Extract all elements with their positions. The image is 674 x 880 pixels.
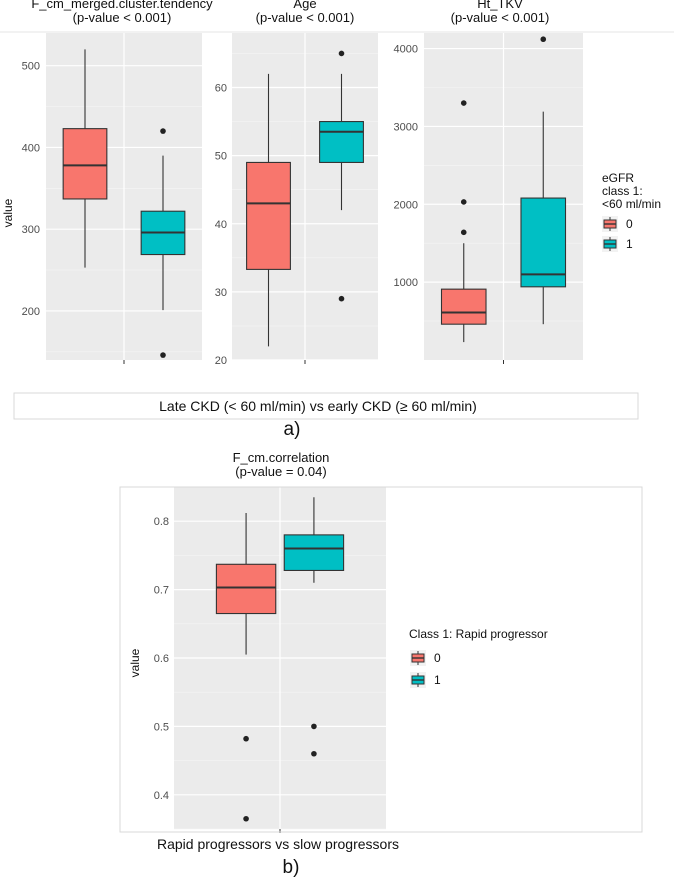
figure-a-caption: a): [284, 419, 301, 440]
legend-rapid-label-0: 0: [434, 651, 441, 665]
age-outlier-1: [338, 50, 345, 57]
ht-tkv-outlier-0: [460, 100, 467, 106]
figure-b-xaxis-caption: Rapid progressors vs slow progressors: [157, 836, 399, 852]
ht-tkv-box-1: [520, 197, 567, 288]
cluster-tendency-subtitle: (p-value < 0.001): [73, 10, 172, 25]
age-box-group-1: [319, 50, 364, 302]
ht-tkv-box-group-0: [440, 100, 487, 343]
correlation-ytick-label: 0.4: [154, 790, 169, 802]
cluster-tendency-ytick-label: 200: [22, 306, 40, 318]
cluster-tendency-ytick-label: 300: [22, 224, 40, 236]
correlation-box-group-1: [283, 497, 345, 757]
age-box-0: [246, 161, 291, 270]
ht-tkv-box-0: [440, 288, 487, 325]
correlation-outlier-1: [311, 723, 317, 730]
chart-correlation: 0.4 0.5 0.6 0.7 0.8 F_cm.correlation(p-value …: [154, 450, 386, 833]
ht-tkv-box-group-1: [520, 36, 567, 325]
correlation-title: F_cm.correlation: [233, 450, 330, 465]
cluster-tendency-box-group-0: [62, 49, 108, 268]
age-box-group-0: [246, 73, 291, 347]
legend-egfr-label-0: 0: [626, 217, 633, 231]
correlation-outlier-0: [243, 815, 249, 822]
chart-ht-tkv: 1000 2000 3000 4000 Ht_TKV(p-value < 0.001): [394, 0, 583, 364]
correlation-ytick-label: 0.5: [154, 721, 169, 733]
ht-tkv-title: Ht_TKV: [477, 0, 523, 11]
figure-a-xaxis-frame: [13, 392, 639, 420]
correlation-box-group-0: [215, 512, 277, 822]
ht-tkv-ytick-label: 1000: [394, 277, 418, 289]
figure-b-caption: b): [283, 857, 300, 878]
chart-cluster-tendency: 200 300 400 500 F_cm_merged.cluster.tendency…: [22, 0, 213, 364]
correlation-ytick-label: 0.7: [154, 585, 169, 597]
age-title: Age: [293, 0, 316, 11]
legend-egfr-label-1: 1: [626, 237, 633, 251]
legend-egfr: eGFR class 1: <60 ml/min 0 1: [602, 171, 661, 252]
figure-a-ylabel: value: [1, 198, 15, 227]
age-ytick-label: 30: [215, 287, 227, 299]
correlation-box-0: [215, 563, 277, 615]
correlation-ytick-label: 0.6: [154, 653, 169, 665]
correlation-outlier-1: [311, 750, 317, 757]
ht-tkv-outlier-0: [460, 199, 467, 205]
ht-tkv-ytick-label: 2000: [394, 199, 418, 211]
figure-b-frame: [119, 486, 643, 833]
age-ytick-label: 40: [215, 219, 227, 231]
chart-age: 20 30 40 50 60 Age(p-value < 0.001): [215, 0, 378, 367]
age-ytick-label: 60: [215, 83, 227, 95]
cluster-tendency-title: F_cm_merged.cluster.tendency: [31, 0, 213, 11]
cluster-tendency-box-group-1: [140, 128, 186, 358]
legend-egfr-title-line-1: eGFR: [602, 171, 634, 185]
legend-egfr-title-line-2: class 1:: [602, 184, 643, 198]
age-ytick-label: 20: [215, 355, 227, 367]
correlation-subtitle: (p-value = 0.04): [235, 464, 326, 479]
age-subtitle: (p-value < 0.001): [256, 10, 355, 25]
correlation-box-1: [283, 534, 345, 571]
ht-tkv-subtitle: (p-value < 0.001): [451, 10, 550, 25]
correlation-ytick-label: 0.8: [154, 516, 169, 528]
cluster-tendency-ytick-label: 500: [22, 61, 40, 73]
cluster-tendency-ytick-label: 400: [22, 142, 40, 154]
cluster-tendency-box-0: [62, 128, 108, 200]
ht-tkv-outlier-1: [540, 36, 547, 43]
age-outlier-1: [338, 295, 345, 302]
ht-tkv-outlier-0: [460, 229, 467, 236]
legend-egfr-title-line-3: <60 ml/min: [602, 197, 661, 211]
figure-a-xaxis-caption: Late CKD (< 60 ml/min) vs early CKD (≥ 6…: [159, 398, 477, 414]
figure-b-ylabel: value: [128, 648, 142, 677]
ht-tkv-ytick-label: 4000: [394, 44, 418, 56]
legend-rapid-title: Class 1: Rapid progressor: [409, 627, 548, 641]
cluster-tendency-outlier-1: [160, 352, 166, 358]
age-ytick-label: 50: [215, 151, 227, 163]
cluster-tendency-outlier-1: [160, 128, 166, 134]
correlation-outlier-0: [243, 735, 249, 742]
legend-rapid-label-1: 1: [434, 673, 441, 687]
ht-tkv-ytick-label: 3000: [394, 121, 418, 133]
age-box-1: [319, 121, 364, 163]
legend-rapid-progressor: Class 1: Rapid progressor 0 1: [409, 627, 548, 688]
